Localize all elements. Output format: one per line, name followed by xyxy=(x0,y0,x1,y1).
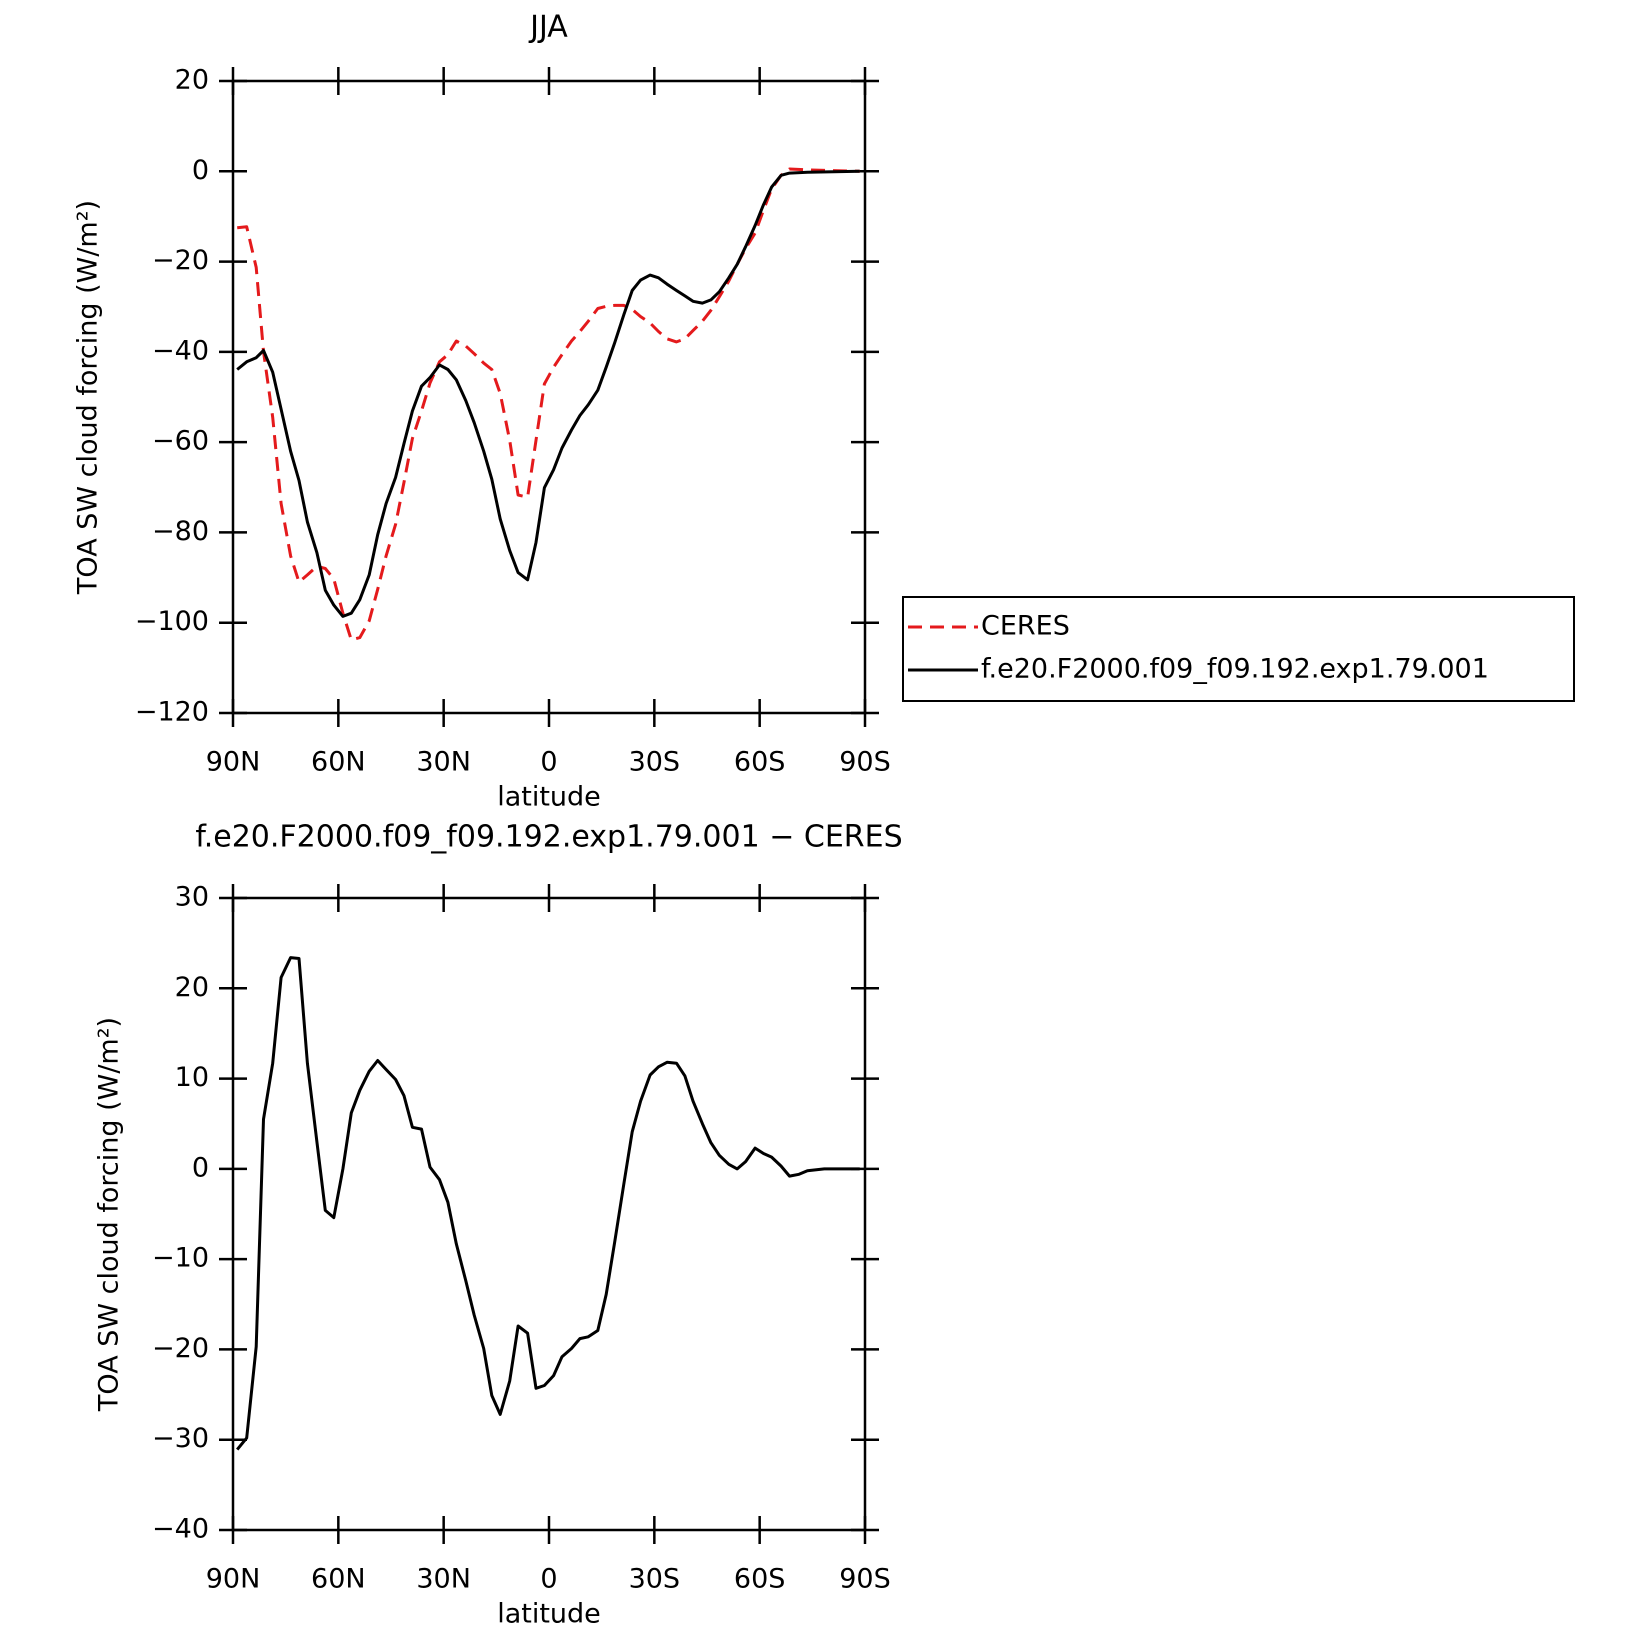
x-tick-label: 30S xyxy=(629,747,681,778)
y-tick-label: −20 xyxy=(152,245,209,276)
x-tick-label: 60S xyxy=(734,747,786,778)
y-tick-label: −30 xyxy=(152,1423,209,1454)
y-tick-label: 10 xyxy=(175,1062,209,1093)
x-tick-label: 90N xyxy=(206,747,261,778)
x-axis-label: latitude xyxy=(497,1599,601,1630)
x-tick-label: 60N xyxy=(311,1564,366,1595)
y-tick-label: −20 xyxy=(152,1333,209,1364)
y-tick-label: −80 xyxy=(152,516,209,547)
y-tick-label: 20 xyxy=(175,972,209,1003)
x-tick-label: 90N xyxy=(206,1564,261,1595)
y-tick-label: 30 xyxy=(175,882,209,913)
y-tick-label: −60 xyxy=(152,426,209,457)
y-tick-label: 0 xyxy=(192,1152,209,1183)
chart-title: JJA xyxy=(528,10,568,45)
x-tick-label: 0 xyxy=(540,747,557,778)
x-tick-label: 30N xyxy=(416,1564,471,1595)
y-tick-label: −100 xyxy=(135,606,209,637)
y-tick-label: −120 xyxy=(135,697,209,728)
x-tick-label: 60S xyxy=(734,1564,786,1595)
series-line xyxy=(236,169,860,618)
x-tick-label: 90S xyxy=(839,747,891,778)
y-tick-label: −40 xyxy=(152,335,209,366)
chart-title: f.e20.F2000.f09_f09.192.exp1.79.001 − CE… xyxy=(195,820,902,855)
plot-frame xyxy=(231,79,867,715)
legend-box xyxy=(902,596,1575,702)
y-axis-label: TOA SW cloud forcing (W/m²) xyxy=(73,200,104,595)
x-tick-label: 30S xyxy=(629,1564,681,1595)
y-tick-label: −10 xyxy=(152,1243,209,1274)
x-tick-label: 90S xyxy=(839,1564,891,1595)
legend-label: f.e20.F2000.f09_f09.192.exp1.79.001 xyxy=(981,654,1489,685)
y-tick-label: 20 xyxy=(175,65,209,96)
x-tick-label: 60N xyxy=(311,747,366,778)
x-axis-label: latitude xyxy=(497,782,601,813)
y-tick-label: 0 xyxy=(192,155,209,186)
x-tick-label: 30N xyxy=(416,747,471,778)
y-tick-label: −40 xyxy=(152,1514,209,1545)
legend-label: CERES xyxy=(981,611,1070,642)
y-axis-label: TOA SW cloud forcing (W/m²) xyxy=(94,1017,125,1412)
series-line xyxy=(236,956,860,1451)
x-tick-label: 0 xyxy=(540,1564,557,1595)
series-line xyxy=(237,167,860,642)
